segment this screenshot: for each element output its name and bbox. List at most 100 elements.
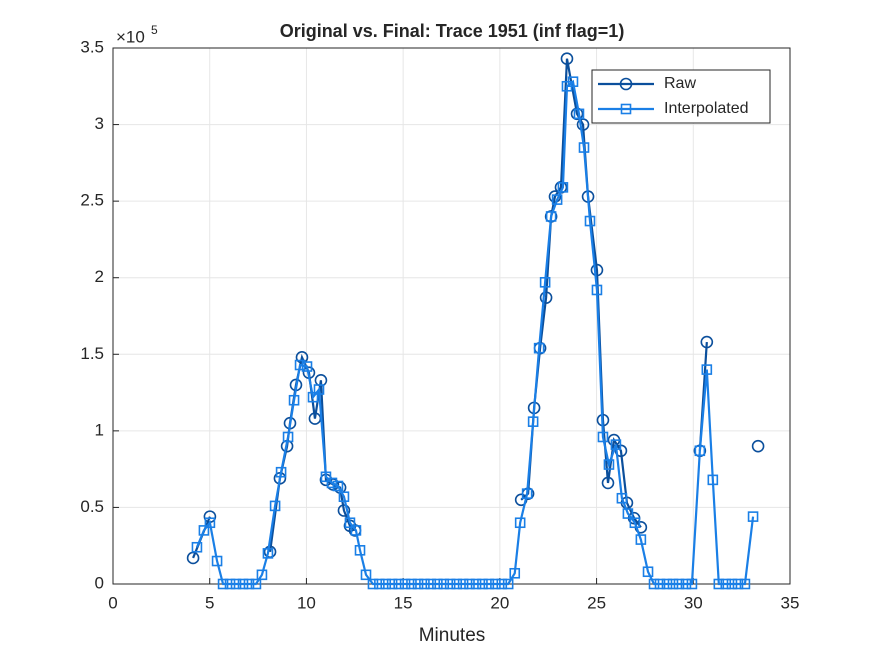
marker-square (393, 578, 404, 590)
marker-square (667, 578, 679, 590)
y-tick-label: 0.5 (80, 497, 104, 516)
y-tick-label: 2.5 (80, 191, 104, 210)
marker-circle (539, 291, 553, 304)
marker-square (502, 578, 514, 590)
marker-square (635, 534, 647, 545)
marker-square (470, 578, 482, 590)
legend-label: Raw (664, 75, 696, 92)
marker-square (224, 578, 236, 590)
marker-square (514, 517, 526, 529)
marker-square (477, 578, 488, 590)
marker-square (533, 342, 545, 354)
marker-square (713, 578, 725, 590)
chart-title: Original vs. Final: Trace 1951 (inf flag… (280, 21, 625, 41)
marker-circle (548, 190, 562, 203)
marker-square (739, 578, 751, 590)
marker-square (412, 578, 424, 590)
marker-circle (601, 476, 615, 490)
marker-circle (619, 77, 633, 91)
x-tick-label: 30 (684, 593, 703, 612)
marker-square (344, 517, 356, 529)
legend-label: Interpolated (664, 100, 749, 117)
marker-square (313, 384, 325, 395)
marker-square (610, 439, 622, 450)
marker-square (256, 569, 268, 581)
marker-circle (700, 335, 714, 349)
marker-square (425, 578, 437, 590)
marker-square (294, 359, 306, 371)
marker-square (483, 578, 495, 590)
marker-square (584, 215, 596, 227)
marker-square (694, 445, 706, 457)
marker-circle (337, 504, 351, 517)
marker-square (338, 491, 350, 503)
marker-square (464, 578, 475, 590)
marker-circle (590, 263, 604, 277)
marker-square (578, 142, 590, 153)
marker-square (629, 517, 641, 529)
marker-square (509, 567, 521, 579)
plot-frame (112, 47, 791, 585)
marker-square (591, 284, 603, 296)
y-tick-label: 3 (95, 114, 104, 133)
marker-square (551, 194, 563, 205)
marker-square (661, 578, 673, 590)
marker-square (332, 480, 344, 492)
marker-square (301, 361, 313, 372)
marker-square (457, 578, 469, 590)
marker-square (230, 578, 242, 590)
x-tick-label: 20 (490, 593, 509, 612)
y-multiplier-exponent: 5 (151, 23, 158, 37)
marker-square (597, 431, 609, 443)
marker-square (732, 578, 744, 590)
marker-circle (751, 439, 765, 453)
marker-circle (560, 52, 574, 66)
marker-square (490, 578, 501, 590)
marker-square (250, 578, 262, 590)
x-tick-label: 25 (587, 593, 606, 612)
marker-square (374, 578, 385, 590)
marker-square (350, 525, 362, 536)
marker-circle (314, 374, 328, 387)
marker-square (707, 474, 719, 486)
marker-square (380, 578, 392, 590)
marker-square (539, 277, 551, 288)
marker-square (211, 555, 223, 567)
marker-square (243, 578, 255, 590)
marker-square (237, 578, 249, 590)
marker-square (451, 578, 463, 590)
marker-square (567, 76, 579, 87)
marker-square (726, 578, 738, 590)
x-tick-label: 10 (297, 593, 316, 612)
marker-square (217, 578, 229, 590)
marker-square (545, 211, 557, 222)
x-axis-label: Minutes (419, 625, 486, 646)
y-tick-label: 3.5 (80, 37, 104, 56)
marker-square (654, 578, 666, 590)
marker-square (496, 578, 508, 590)
marker-square (275, 466, 287, 478)
marker-square (367, 578, 379, 590)
marker-square (573, 108, 585, 120)
marker-square (419, 578, 430, 590)
marker-square (399, 578, 411, 590)
marker-square (204, 517, 216, 529)
marker-square (642, 566, 654, 578)
x-tick-label: 35 (781, 593, 800, 612)
marker-square (432, 578, 443, 590)
x-tick-label: 0 (108, 593, 117, 612)
marker-square (720, 578, 732, 590)
marker-square (354, 545, 366, 556)
marker-square (620, 103, 632, 115)
y-tick-label: 1.5 (80, 344, 104, 363)
marker-square (673, 578, 685, 590)
marker-square (680, 578, 692, 590)
marker-square (262, 548, 274, 559)
x-tick-label: 5 (205, 593, 214, 612)
marker-square (648, 578, 660, 590)
marker-square (198, 525, 210, 536)
marker-square (444, 578, 456, 590)
marker-square (701, 364, 713, 375)
x-tick-label: 15 (394, 593, 413, 612)
